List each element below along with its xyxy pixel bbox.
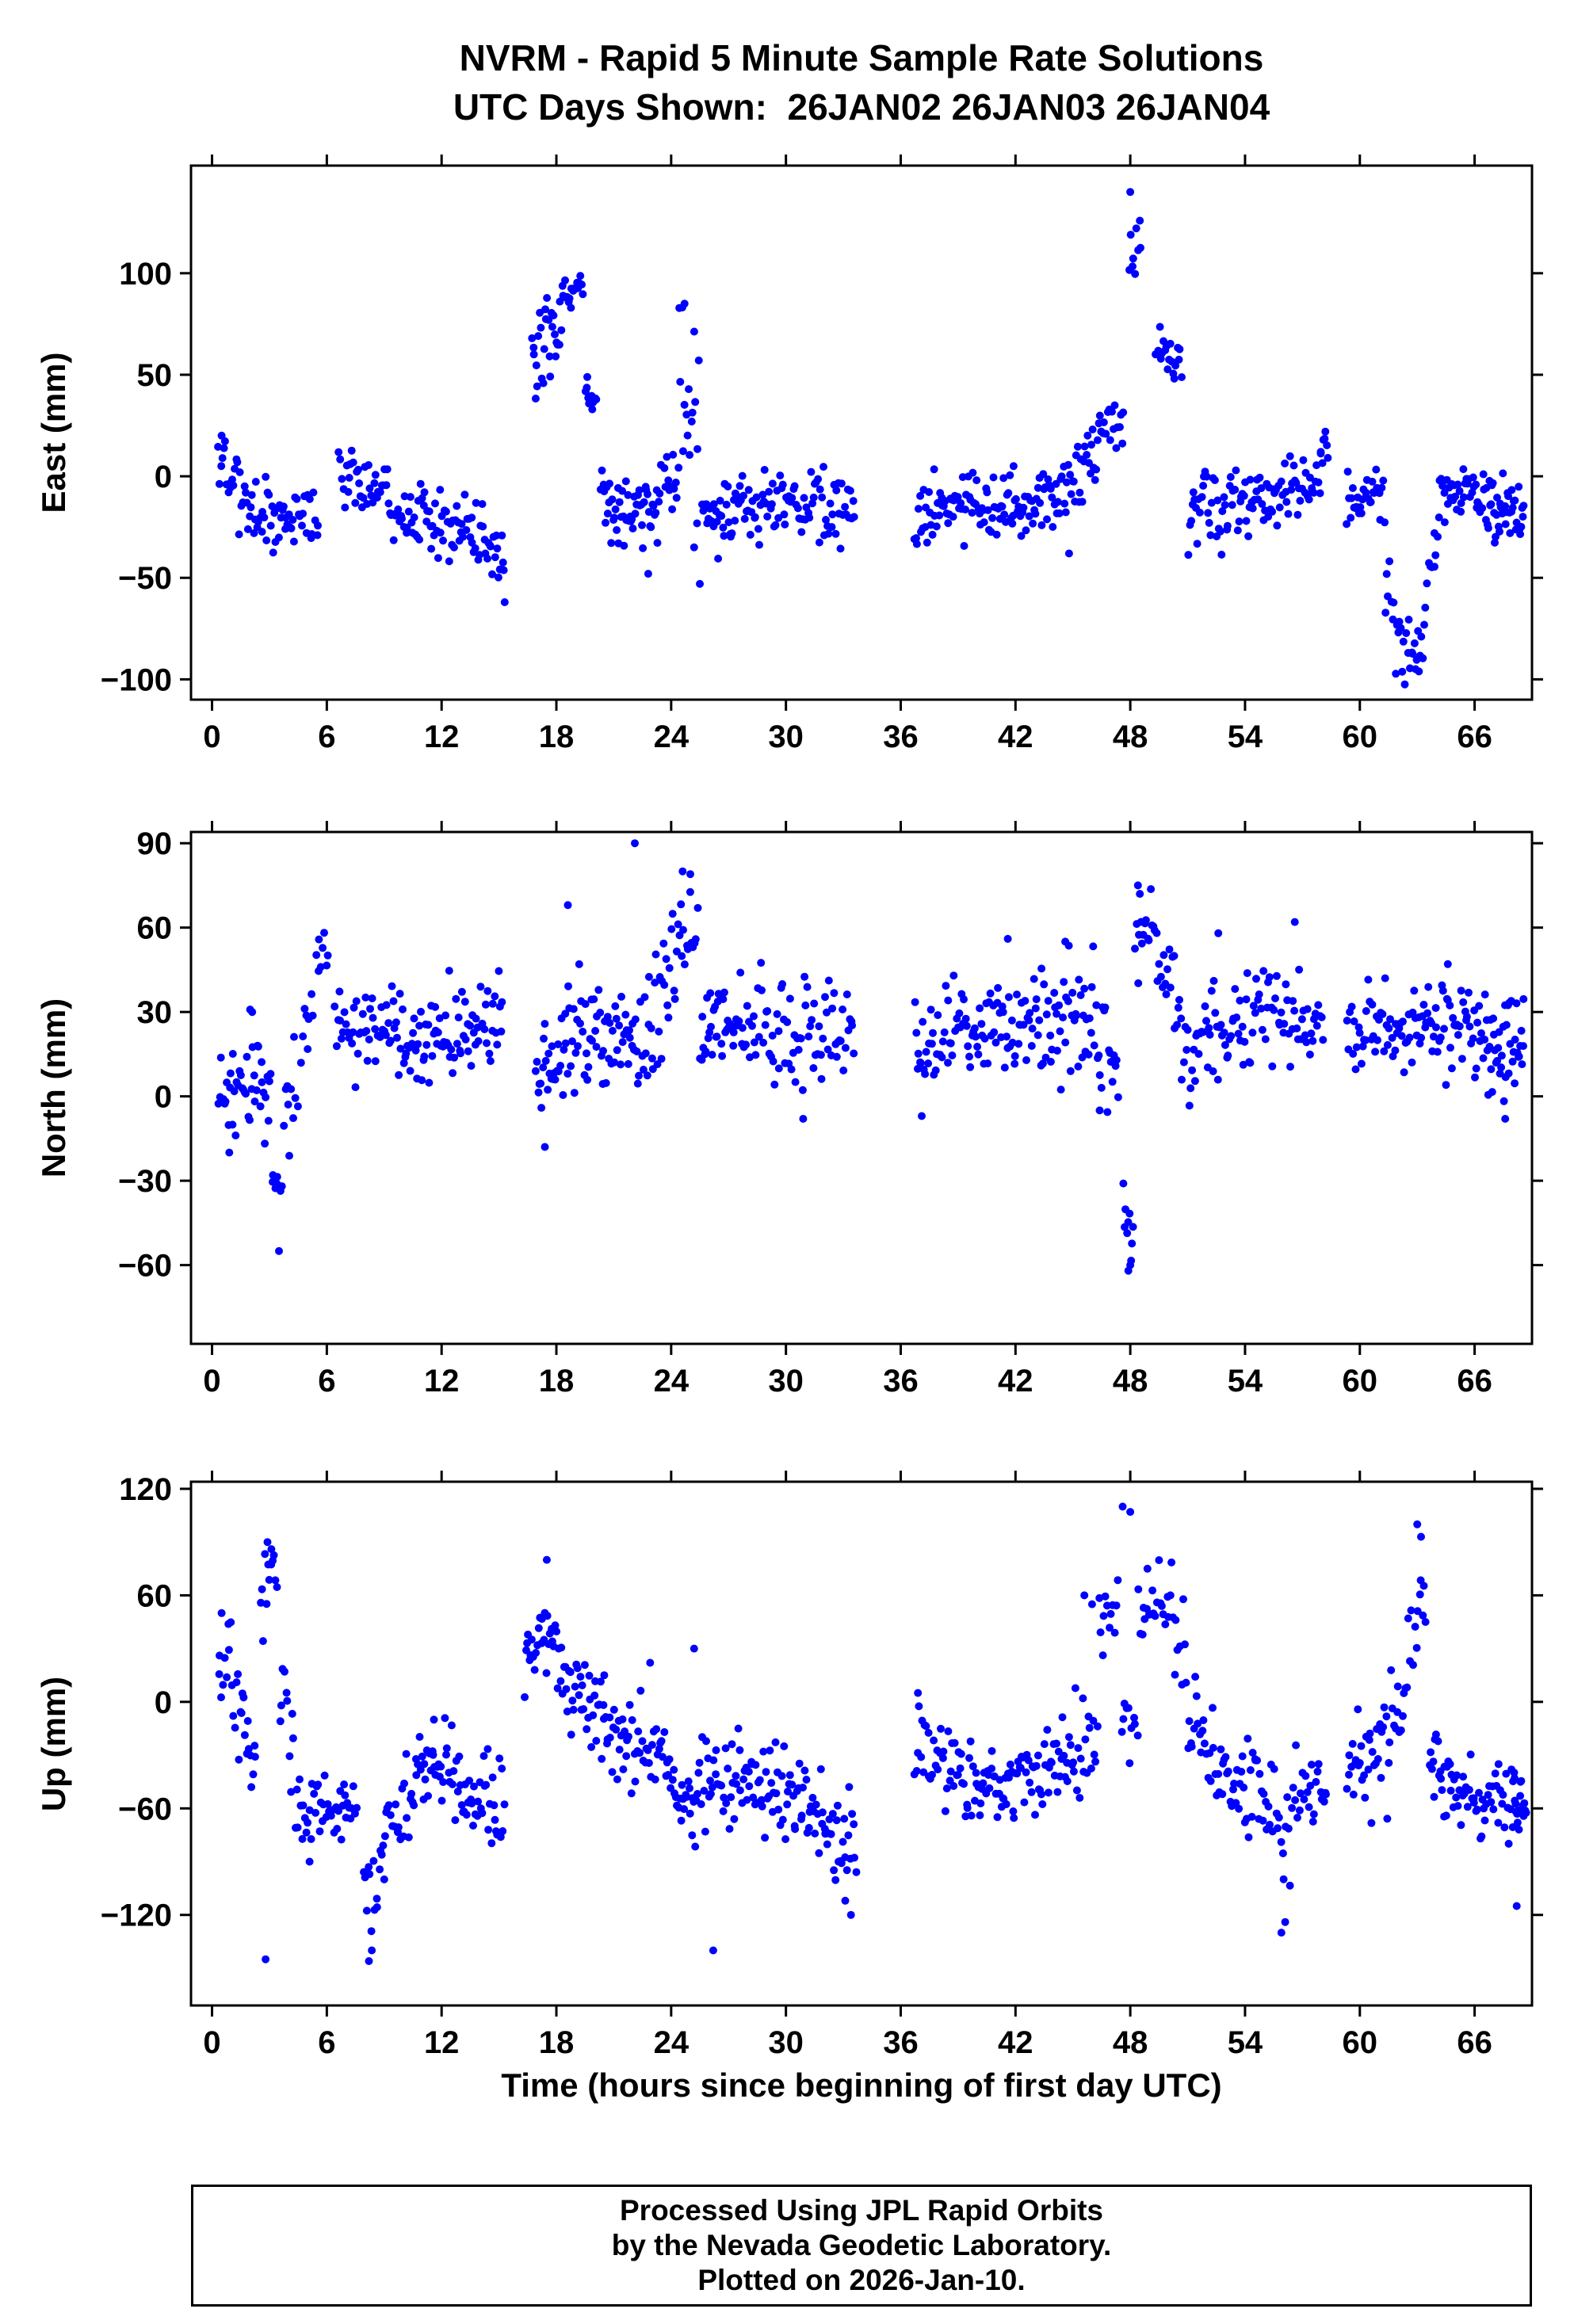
- x-tick-label: 18: [539, 1364, 575, 1399]
- scatter-points-north: [214, 839, 1528, 1275]
- x-tick-label: 24: [654, 719, 690, 754]
- plot-frame-up: [189, 1480, 1534, 2007]
- footer-box: Processed Using JPL Rapid Orbits by the …: [191, 2185, 1532, 2307]
- x-tick-label: 60: [1343, 2025, 1378, 2060]
- y-tick-label: 60: [137, 1578, 173, 1613]
- y-tick-label: −30: [118, 1164, 172, 1199]
- x-tick-label: 0: [203, 719, 220, 754]
- x-tick-label: 48: [1113, 719, 1148, 754]
- x-tick-label: 18: [539, 719, 575, 754]
- scatter-points-up: [215, 1502, 1530, 1965]
- axis-tick-labels-up: 0 6 12 18 24 30 36 42 48 54 60 66 −120 −60 0 60 120: [101, 1472, 1492, 2060]
- y-tick-label: −60: [118, 1792, 172, 1826]
- x-tick-label: 18: [539, 2025, 575, 2060]
- x-tick-label: 6: [318, 719, 335, 754]
- y-tick-label: 60: [137, 911, 173, 946]
- x-tick-label: 12: [424, 719, 460, 754]
- y-tick-label: 0: [155, 1685, 172, 1720]
- x-tick-label: 48: [1113, 2025, 1148, 2060]
- x-tick-label: 36: [883, 1364, 919, 1399]
- y-tick-label: −50: [118, 561, 172, 596]
- x-tick-label: 0: [203, 2025, 220, 2060]
- y-tick-label: 50: [137, 358, 173, 393]
- scatter-points-east: [214, 188, 1528, 689]
- x-tick-label: 66: [1457, 719, 1492, 754]
- x-tick-label: 36: [883, 2025, 919, 2060]
- y-tick-label: 90: [137, 826, 173, 861]
- x-tick-label: 42: [998, 1364, 1033, 1399]
- x-tick-label: 54: [1228, 2025, 1263, 2060]
- x-tick-label: 36: [883, 719, 919, 754]
- footer-line-3: Plotted on 2026-Jan-10.: [697, 2264, 1026, 2296]
- x-tick-label: 66: [1457, 2025, 1492, 2060]
- axis-tick-labels-north: 0 6 12 18 24 30 36 42 48 54 60 66 −60 −30 0 30 60 90: [118, 826, 1492, 1399]
- y-tick-label: 30: [137, 995, 173, 1030]
- x-tick-label: 66: [1457, 1364, 1492, 1399]
- axis-ticks-east: [180, 155, 1543, 711]
- x-tick-label: 54: [1228, 1364, 1263, 1399]
- y-tick-label: 0: [155, 1080, 172, 1115]
- x-tick-label: 60: [1343, 1364, 1378, 1399]
- x-tick-label: 6: [318, 1364, 335, 1399]
- y-axis-label-north: North (mm): [35, 998, 72, 1178]
- y-tick-label: 120: [119, 1472, 172, 1507]
- x-tick-label: 30: [768, 2025, 804, 2060]
- x-tick-label: 54: [1228, 719, 1263, 754]
- axis-ticks-north: [180, 821, 1543, 1355]
- x-tick-label: 12: [424, 2025, 460, 2060]
- y-axis-label-east: East (mm): [35, 352, 72, 513]
- plot-subtitle: UTC Days Shown: 26JAN02 26JAN03 26JAN04: [453, 86, 1270, 128]
- y-tick-label: 100: [119, 257, 172, 292]
- x-tick-label: 0: [203, 1364, 220, 1399]
- x-tick-label: 30: [768, 1364, 804, 1399]
- plot-title: NVRM - Rapid 5 Minute Sample Rate Soluti…: [459, 37, 1264, 78]
- x-tick-label: 48: [1113, 1364, 1148, 1399]
- x-axis-label: Time (hours since beginning of first day…: [501, 2066, 1222, 2104]
- y-tick-label: −120: [101, 1899, 172, 1933]
- y-tick-label: 0: [155, 460, 172, 494]
- y-axis-label-up: Up (mm): [35, 1676, 72, 1812]
- plot-frame-east: [189, 164, 1534, 701]
- x-tick-label: 60: [1343, 719, 1378, 754]
- y-tick-label: −100: [101, 662, 172, 697]
- x-tick-label: 6: [318, 2025, 335, 2060]
- axis-ticks-up: [180, 1471, 1543, 2017]
- y-tick-label: −60: [118, 1249, 172, 1284]
- x-tick-label: 12: [424, 1364, 460, 1399]
- x-tick-label: 24: [654, 1364, 690, 1399]
- x-tick-label: 42: [998, 719, 1033, 754]
- footer-line-1: Processed Using JPL Rapid Orbits: [620, 2194, 1103, 2227]
- x-tick-label: 24: [654, 2025, 690, 2060]
- footer-line-2: by the Nevada Geodetic Laboratory.: [611, 2229, 1112, 2261]
- x-tick-label: 42: [998, 2025, 1033, 2060]
- plot-frame-north: [189, 830, 1534, 1345]
- x-tick-label: 30: [768, 719, 804, 754]
- axis-tick-labels-east: 0 6 12 18 24 30 36 42 48 54 60 66 −100 −50 0 50 100: [101, 257, 1492, 754]
